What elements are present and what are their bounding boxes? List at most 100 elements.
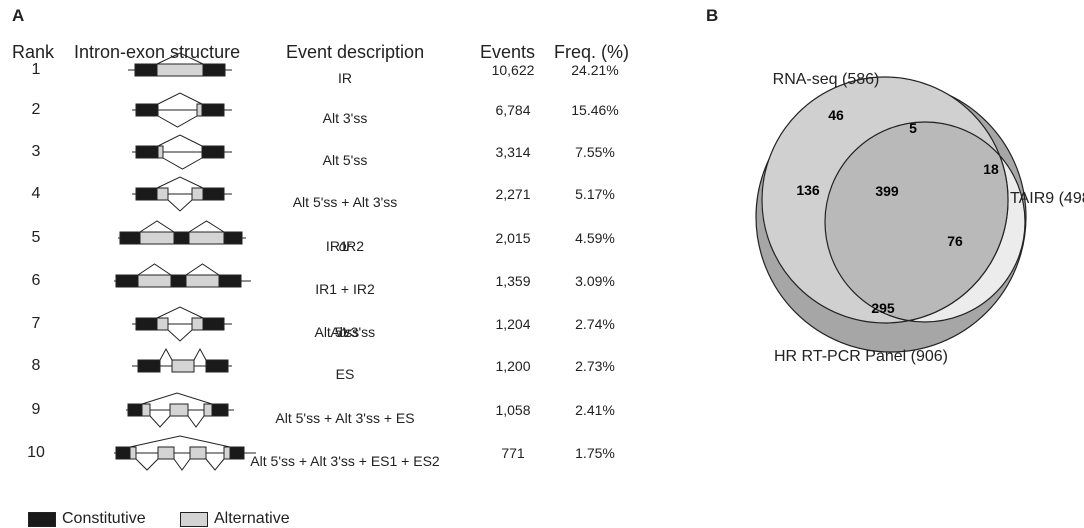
row-description-text: IR1 or IR2 bbox=[326, 238, 364, 254]
table-row: 1 IR 10,622 24.21% bbox=[0, 50, 660, 90]
row-freq: 3.09% bbox=[575, 273, 615, 289]
description-or: or bbox=[338, 238, 352, 254]
constitutive-exon bbox=[211, 403, 229, 417]
table-row: 8 ES 1,200 2.73% bbox=[0, 346, 660, 386]
splice-arc-upper bbox=[188, 220, 225, 233]
splice-arc-lower bbox=[167, 329, 193, 342]
alternative-exon bbox=[189, 446, 207, 460]
legend-alternative-label: Alternative bbox=[214, 510, 290, 527]
description-part: IR1 + IR2 bbox=[315, 281, 375, 297]
table-row: 10 Alt 5'ss + Alt 3'ss + ES1 + ES2 771 1.75… bbox=[0, 433, 660, 473]
alternative-exon bbox=[141, 403, 151, 417]
table-row: 5 IR1 or IR2 2,015 4.59% bbox=[0, 218, 660, 258]
description-or: or bbox=[338, 324, 352, 340]
constitutive-exon bbox=[201, 103, 225, 117]
constitutive-exon bbox=[135, 103, 159, 117]
intron-exon-structure bbox=[132, 306, 232, 342]
splice-arc-lower bbox=[187, 415, 205, 428]
rnaseq-circle bbox=[761, 76, 1009, 324]
region-rnaseq-hr: 136 bbox=[796, 182, 820, 198]
row-freq: 2.41% bbox=[575, 402, 615, 418]
rnaseq-outline bbox=[825, 122, 1009, 322]
intron-exon-structure bbox=[114, 263, 251, 288]
alternative-exon bbox=[185, 274, 220, 288]
description-part: Alt 5'ss bbox=[322, 152, 368, 168]
alternative-exon bbox=[223, 446, 231, 460]
description-part: IR bbox=[338, 70, 352, 86]
intron-exon-structure bbox=[132, 134, 232, 170]
region-all-three: 399 bbox=[875, 183, 899, 199]
row-description-text: Alt 5'ss or Alt 3'ss bbox=[314, 324, 375, 340]
alternative-exon bbox=[188, 231, 225, 245]
constitutive-exon bbox=[229, 446, 245, 460]
description-part: Alt 5'ss + Alt 3'ss bbox=[292, 194, 398, 210]
alternative-exon bbox=[191, 317, 204, 331]
header-description: Event description bbox=[286, 42, 425, 62]
tair-circle bbox=[824, 121, 1026, 323]
row-freq: 2.74% bbox=[575, 316, 615, 332]
splice-arc-lower bbox=[167, 199, 193, 212]
constitutive-exon bbox=[218, 274, 242, 288]
splice-arc-lower bbox=[135, 458, 159, 471]
row-rank: 2 bbox=[31, 101, 41, 118]
description-part: IR2 bbox=[338, 238, 365, 254]
intron-exon-structure bbox=[114, 435, 256, 471]
constitutive-exon bbox=[223, 231, 243, 245]
table-row: 3 Alt 5'ss 3,314 7.55% bbox=[0, 132, 660, 172]
splice-arc-upper bbox=[156, 306, 204, 319]
row-rank: 9 bbox=[31, 401, 41, 418]
description-part: Alt 5'ss + Alt 3'ss + ES bbox=[275, 410, 415, 426]
intron-exon-structure bbox=[132, 347, 232, 373]
alternative-exon bbox=[191, 187, 204, 201]
splice-arc-upper bbox=[157, 92, 203, 105]
constitutive-exon bbox=[127, 403, 143, 417]
constitutive-exon bbox=[119, 231, 141, 245]
table-row: 7 Alt 5'ss or Alt 3'ss 1,204 2.74% bbox=[0, 304, 660, 344]
hr-label: HR RT-PCR Panel (906) bbox=[774, 348, 948, 365]
description-part: Alt 3'ss bbox=[327, 324, 376, 340]
splice-arc-upper bbox=[137, 263, 172, 276]
alternative-exon bbox=[156, 187, 169, 201]
constitutive-exon bbox=[173, 231, 190, 245]
row-rank: 7 bbox=[31, 315, 41, 332]
constitutive-swatch bbox=[28, 511, 56, 527]
constitutive-exon bbox=[202, 187, 225, 201]
row-events: 1,200 bbox=[495, 358, 531, 374]
constitutive-exon bbox=[201, 145, 225, 159]
alternative-exon bbox=[129, 446, 137, 460]
splice-arc-lower bbox=[149, 415, 171, 428]
panel-a-label: A bbox=[12, 6, 25, 25]
row-freq: 24.21% bbox=[571, 62, 619, 78]
header-structure: Intron-exon structure bbox=[74, 42, 241, 62]
alternative-exon bbox=[171, 359, 195, 373]
constitutive-exon bbox=[115, 274, 139, 288]
splice-arc-upper bbox=[185, 263, 220, 276]
alternative-exon bbox=[137, 274, 172, 288]
table-row: 9 Alt 5'ss + Alt 3'ss + ES 1,058 2.41% bbox=[0, 390, 660, 430]
table-row: 6 IR1 + IR2 1,359 3.09% bbox=[0, 261, 660, 301]
header-freq: Freq. (%) bbox=[554, 42, 630, 62]
row-freq: 4.59% bbox=[575, 230, 615, 246]
region-tair-hr: 76 bbox=[947, 233, 963, 249]
splice-arc-lower bbox=[157, 115, 198, 128]
constitutive-exon bbox=[205, 359, 229, 373]
legend-constitutive: Constitutive bbox=[28, 510, 146, 528]
row-events: 2,015 bbox=[495, 230, 531, 246]
row-events: 1,359 bbox=[495, 273, 531, 289]
constitutive-exon bbox=[135, 145, 159, 159]
region-rnaseq-only: 46 bbox=[828, 107, 844, 123]
constitutive-exon bbox=[115, 446, 131, 460]
splice-arc-lower bbox=[173, 458, 191, 471]
constitutive-exon bbox=[134, 63, 158, 77]
row-events: 1,058 bbox=[495, 402, 531, 418]
header-events: Events bbox=[480, 42, 536, 62]
alternative-exon bbox=[139, 231, 175, 245]
legend-constitutive-label: Constitutive bbox=[62, 510, 146, 527]
rnaseq-label: RNA-seq (586) bbox=[773, 71, 880, 88]
constitutive-exon bbox=[202, 63, 226, 77]
constitutive-exon bbox=[137, 359, 161, 373]
splice-arc-lower bbox=[205, 458, 225, 471]
tair-label: TAIR9 (498) bbox=[1010, 190, 1084, 207]
intron-exon-structure bbox=[118, 220, 246, 245]
row-rank: 5 bbox=[31, 229, 41, 246]
